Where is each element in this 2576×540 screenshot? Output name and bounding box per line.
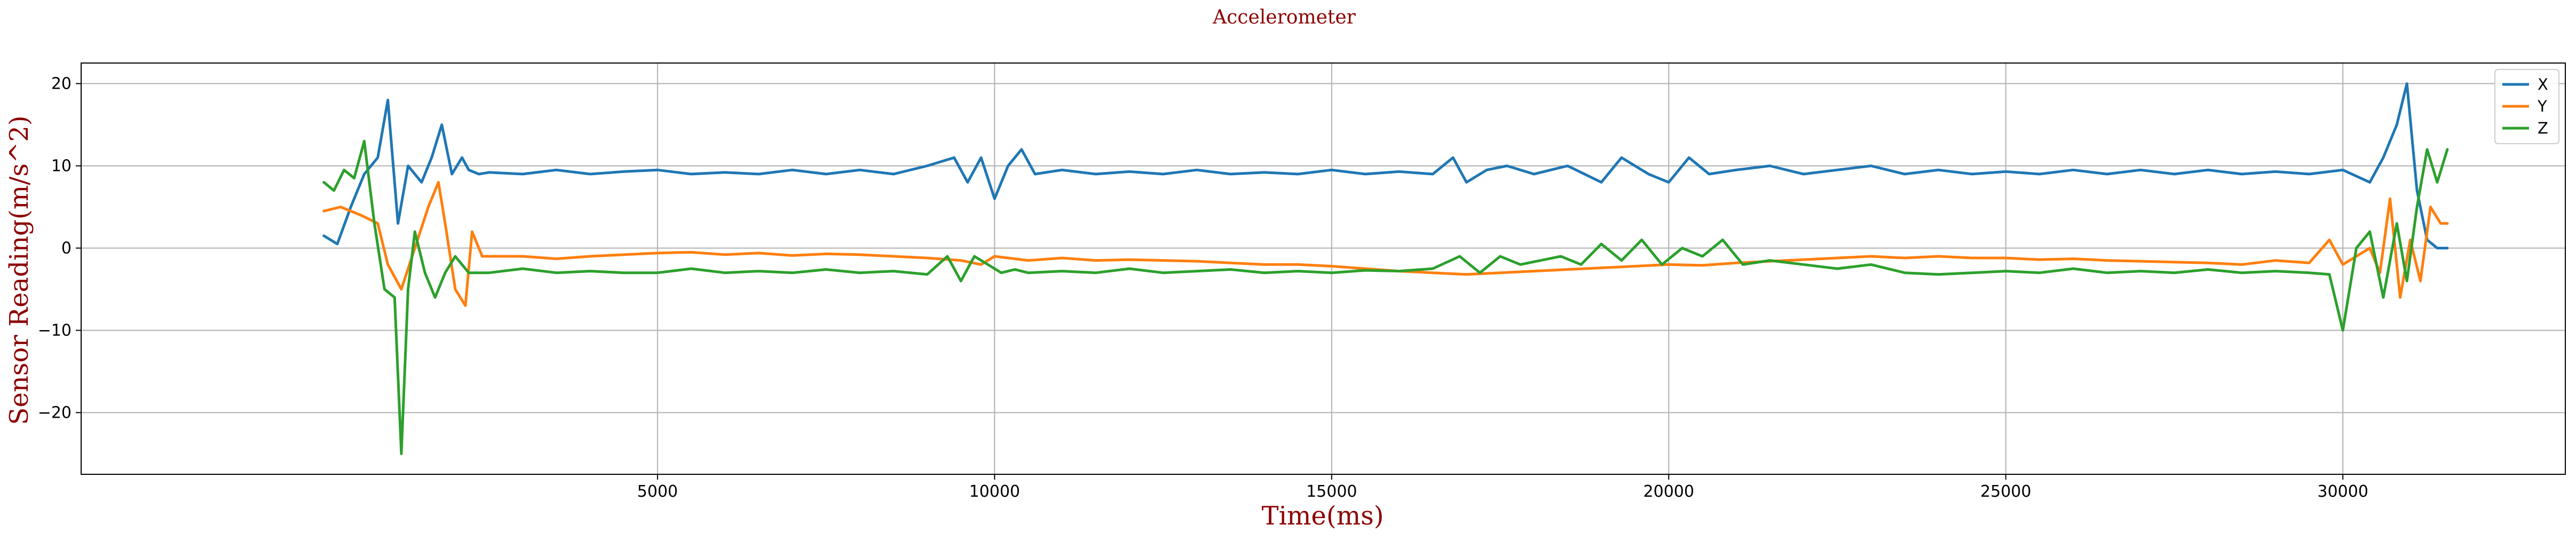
y-axis-label: Sensor Reading(m/s^2) <box>4 115 34 425</box>
x-axis-label: Time(ms) <box>1262 501 1384 531</box>
series-lines <box>322 82 2449 455</box>
x-tick-label: 25000 <box>1980 482 2031 501</box>
x-tick-label: 20000 <box>1643 482 1694 501</box>
y-tick-label: −20 <box>38 404 72 422</box>
series-line-z <box>322 139 2449 455</box>
legend-label-z: Z <box>2538 119 2548 137</box>
x-tick-label: 15000 <box>1306 482 1357 501</box>
chart-title: Accelerometer <box>1212 6 1356 28</box>
axis-ticks: 5000 10000 15000 20000 25000 30000 −20 −10 0 10 20 <box>38 75 2368 502</box>
series-line-x <box>322 82 2449 249</box>
plot-area-border <box>81 62 2566 475</box>
y-tick-label: −10 <box>38 322 72 340</box>
y-tick-label: 10 <box>51 157 72 176</box>
y-tick-label: 0 <box>61 239 72 258</box>
x-tick-label: 30000 <box>2318 482 2368 501</box>
legend-label-y: Y <box>2537 97 2547 115</box>
series-line-y <box>322 181 2449 307</box>
grid-lines <box>81 63 2565 474</box>
legend-label-x: X <box>2538 75 2548 93</box>
x-tick-label: 5000 <box>637 482 678 501</box>
legend: XYZ <box>2494 69 2559 144</box>
x-tick-label: 10000 <box>969 482 1020 501</box>
y-tick-label: 20 <box>51 75 72 93</box>
